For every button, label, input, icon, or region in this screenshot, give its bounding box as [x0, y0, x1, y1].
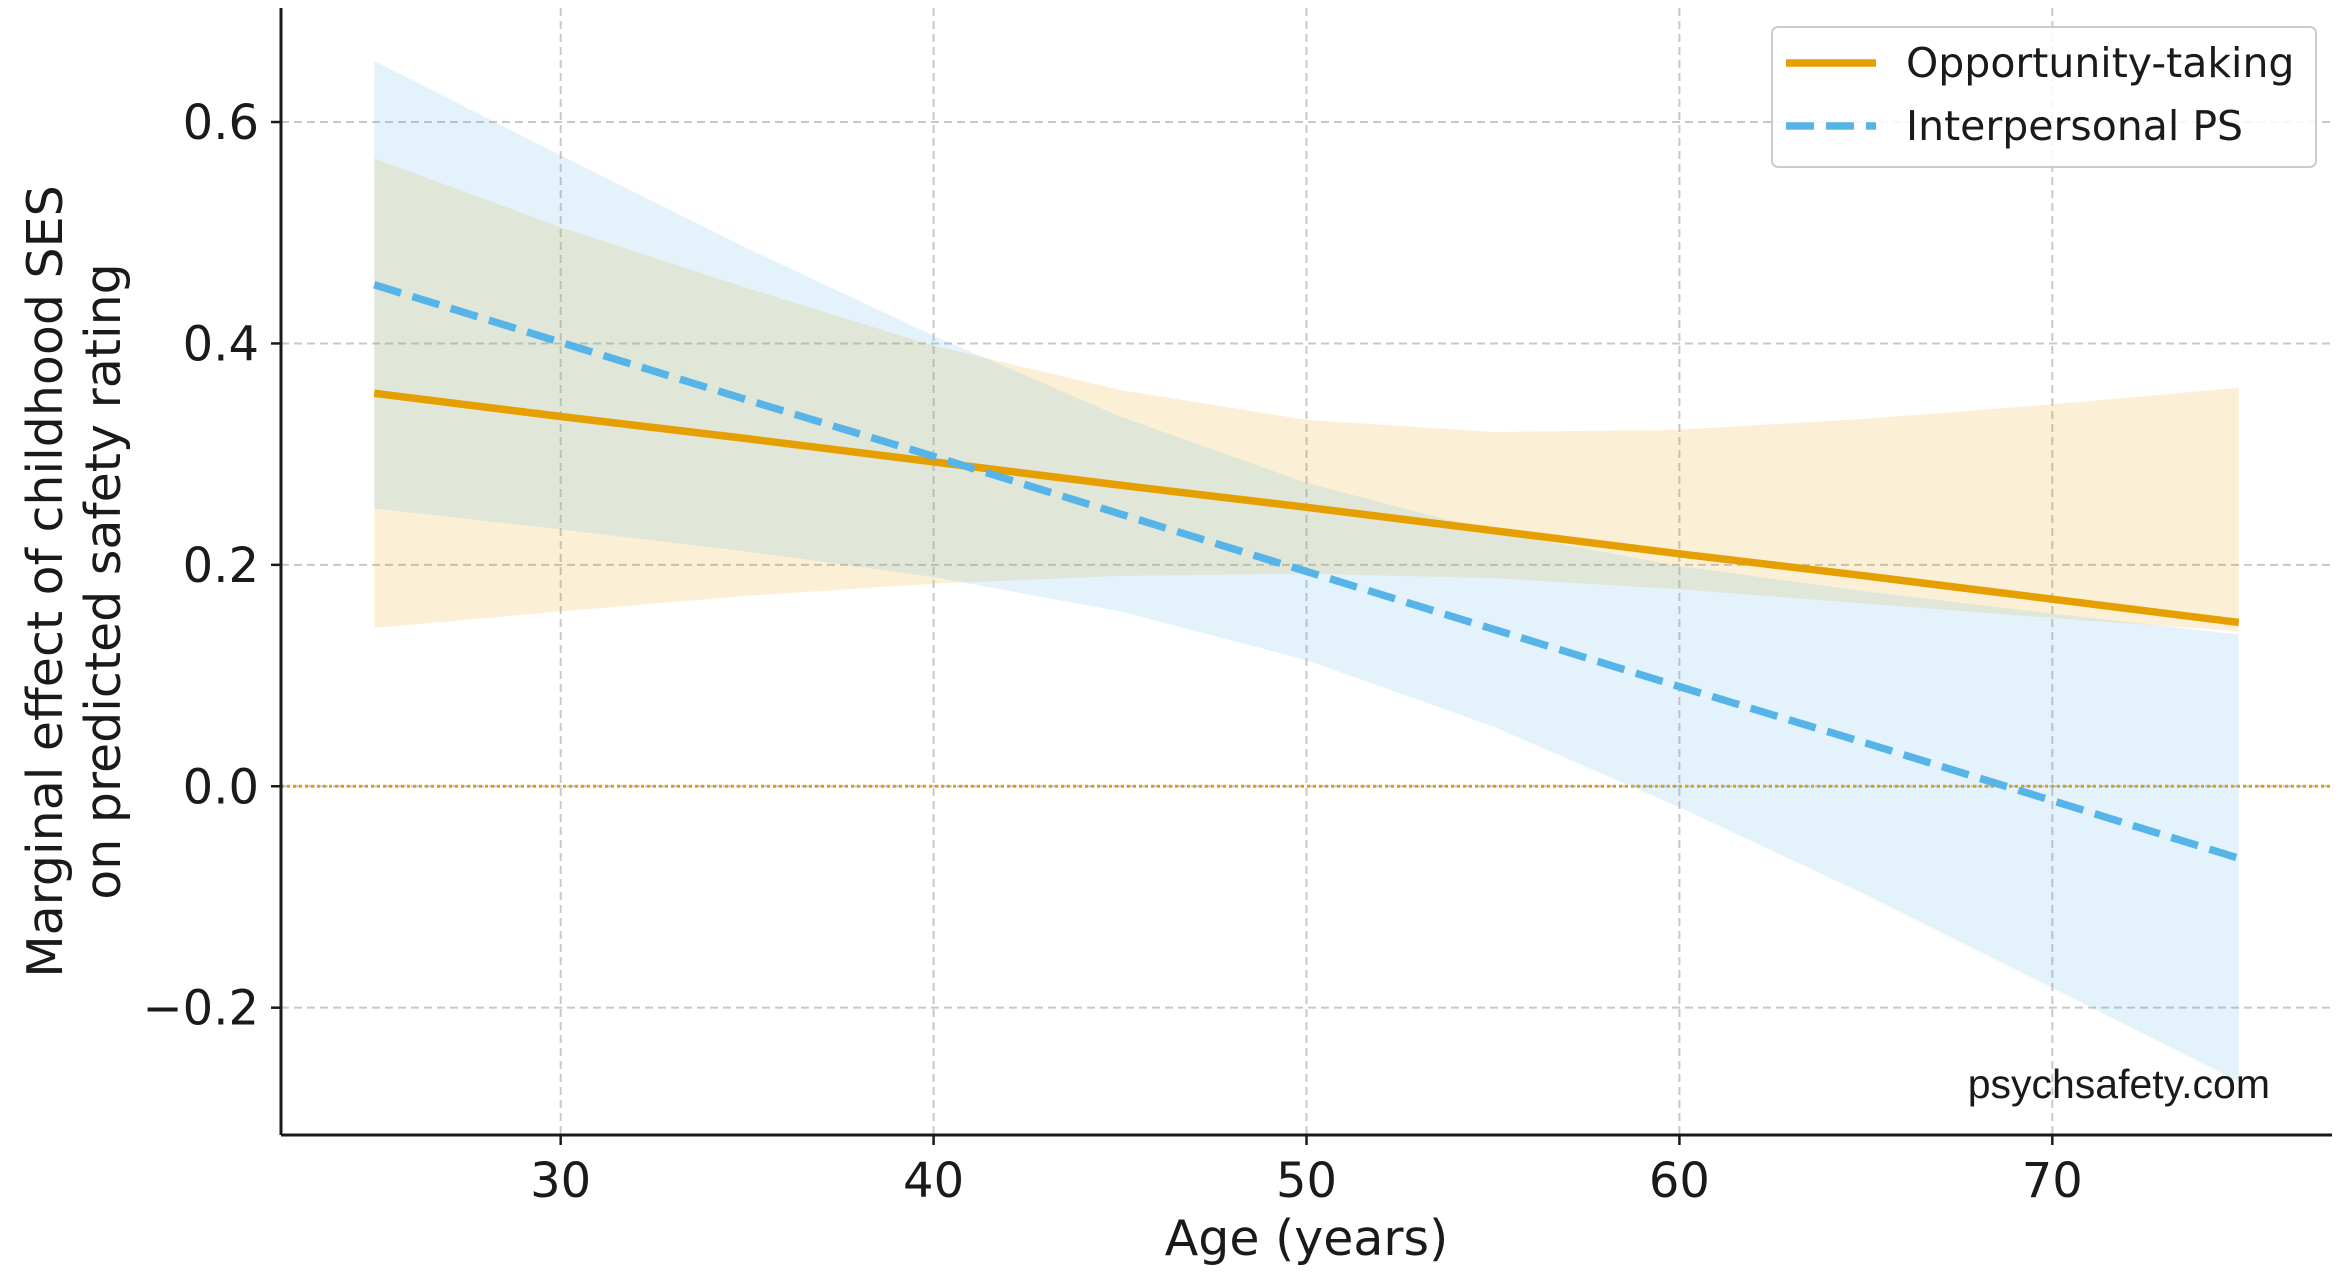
legend-box — [1771, 26, 2317, 168]
legend-label: Opportunity-taking — [1906, 39, 2294, 87]
x-tick-label: 40 — [903, 1153, 964, 1209]
series-line — [373, 389, 2240, 627]
y-tick-label: −0.2 — [142, 981, 259, 1037]
watermark: psychsafety.com — [1968, 1061, 2270, 1107]
axes: −0.2 0.0 0.2 0.4 0.6 30 40 50 60 70 Age (years) Mar… — [17, 8, 2332, 1267]
legend: Opportunity-taking Interpersonal PS — [1771, 26, 2317, 168]
series-line — [373, 281, 2240, 862]
y-tick-label: 0.4 — [183, 316, 259, 372]
y-axis-label: Marginal effect of childhood SES — [17, 185, 74, 977]
x-tick-label: 30 — [530, 1153, 591, 1209]
y-axis-label: on predicted safety rating — [75, 263, 132, 900]
x-tick-label: 60 — [1649, 1153, 1710, 1209]
confidence-band — [374, 158, 2239, 632]
x-tick-label: 70 — [2022, 1153, 2083, 1209]
y-tick-label: 0.6 — [183, 95, 259, 151]
y-tick-label: 0.2 — [183, 538, 259, 594]
y-tick-label: 0.0 — [183, 759, 259, 815]
legend-label: Interpersonal PS — [1906, 102, 2243, 150]
x-axis-label: Age (years) — [1165, 1210, 1448, 1267]
lines — [281, 281, 2332, 862]
x-tick-label: 50 — [1276, 1153, 1337, 1209]
